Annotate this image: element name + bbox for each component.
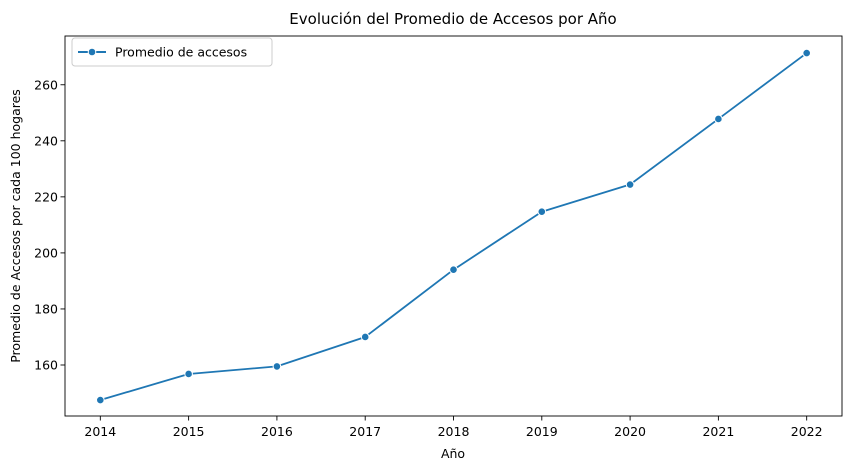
x-axis-label: Año [441,446,465,461]
x-tick-label: 2015 [173,424,205,439]
x-tick-label: 2018 [438,424,470,439]
legend-label: Promedio de accesos [115,45,247,60]
legend-box [71,37,273,67]
x-tick-label: 2019 [526,424,558,439]
legend: Promedio de accesos [71,37,273,67]
data-point [537,207,547,217]
y-axis-label: Promedio de Accesos por cada 100 hogares [8,89,23,363]
x-tick-label: 2021 [702,424,734,439]
data-point [714,114,723,124]
x-tick-label: 2014 [84,424,116,439]
x-tick-label: 2020 [614,424,646,439]
data-point [272,362,282,371]
data-point [802,48,811,58]
data-point [96,395,105,405]
y-tick-label: 160 [34,357,58,372]
data-point [184,369,193,379]
y-tick-label: 180 [34,301,58,316]
legend-marker-swatch [87,47,97,57]
data-series [96,48,811,405]
y-tick-label: 200 [34,245,58,260]
y-tick-label: 260 [34,77,58,92]
x-tick-label: 2022 [791,424,823,439]
data-point [449,265,458,275]
plot-frame [64,35,843,417]
y-tick-label: 220 [34,189,58,204]
y-tick-label: 240 [34,133,58,148]
data-point [360,332,370,342]
x-tick-label: 2017 [349,424,381,439]
axes: 2014 2015 2016 2017 2018 2019 2020 2021 2022 160 1… [34,35,843,439]
data-point [625,180,635,189]
series-line [100,52,808,401]
chart-title: Evolución del Promedio de Accesos por Añ… [289,10,616,28]
x-tick-label: 2016 [261,424,293,439]
